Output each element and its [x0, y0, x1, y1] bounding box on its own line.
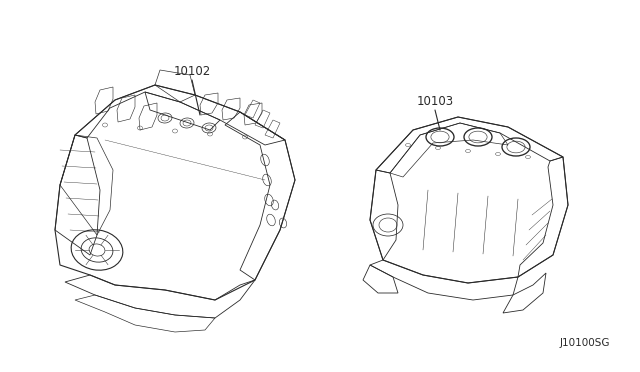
- Text: 10103: 10103: [417, 95, 454, 108]
- Text: J10100SG: J10100SG: [559, 338, 610, 348]
- Text: 10102: 10102: [173, 65, 211, 78]
